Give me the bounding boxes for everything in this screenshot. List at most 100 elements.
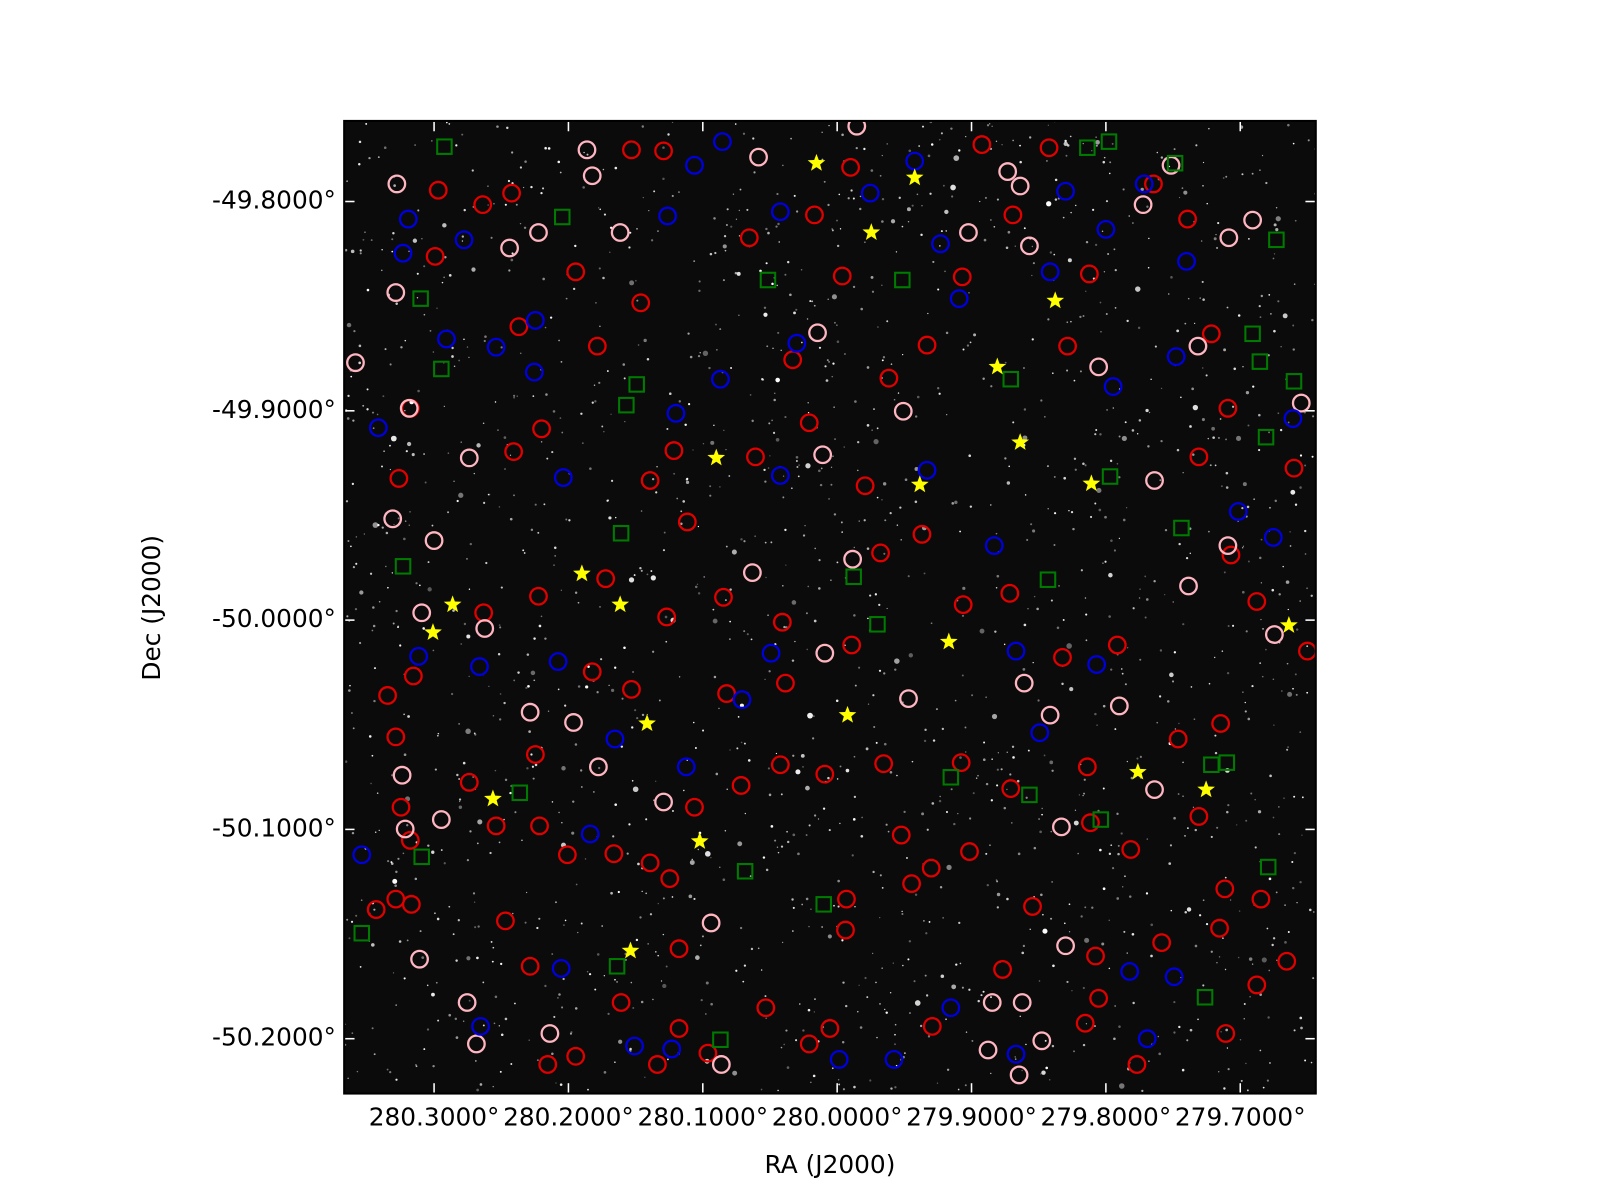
background-star bbox=[1068, 903, 1071, 906]
background-star bbox=[1112, 407, 1114, 409]
source-circle bbox=[566, 1046, 586, 1066]
background-star bbox=[500, 586, 503, 589]
background-star bbox=[366, 388, 369, 391]
background-star bbox=[1158, 695, 1162, 698]
background-star bbox=[1299, 454, 1303, 457]
background-star bbox=[1150, 954, 1153, 958]
background-star bbox=[387, 586, 389, 589]
background-star bbox=[1245, 391, 1250, 395]
background-star bbox=[1279, 428, 1283, 432]
background-star bbox=[844, 353, 846, 355]
background-star bbox=[431, 992, 435, 997]
background-star bbox=[853, 755, 856, 758]
background-star bbox=[996, 892, 1001, 897]
source-circle bbox=[993, 960, 1012, 979]
background-star bbox=[586, 970, 589, 973]
background-star bbox=[1066, 369, 1069, 372]
background-star bbox=[923, 739, 927, 743]
background-star bbox=[1176, 329, 1180, 333]
background-star bbox=[1031, 338, 1034, 341]
background-star bbox=[538, 917, 541, 920]
background-star bbox=[843, 446, 846, 448]
background-star bbox=[395, 609, 398, 613]
background-star bbox=[945, 230, 948, 232]
background-star bbox=[381, 269, 383, 272]
background-star bbox=[417, 389, 420, 393]
background-star bbox=[886, 607, 888, 610]
source-circle bbox=[524, 362, 544, 382]
background-star bbox=[430, 140, 433, 142]
background-star bbox=[1173, 1000, 1176, 1004]
background-star bbox=[791, 659, 795, 662]
background-star bbox=[516, 395, 518, 397]
background-star bbox=[1287, 123, 1290, 127]
background-star bbox=[1312, 911, 1315, 913]
background-star bbox=[1251, 172, 1254, 175]
background-star bbox=[1036, 607, 1039, 611]
background-star bbox=[906, 207, 911, 212]
background-star bbox=[461, 133, 464, 136]
background-star bbox=[780, 1046, 783, 1049]
background-star bbox=[699, 352, 701, 354]
background-star bbox=[786, 1066, 790, 1069]
background-star bbox=[346, 918, 349, 921]
background-star bbox=[796, 465, 799, 468]
source-circle bbox=[746, 447, 765, 467]
background-star bbox=[872, 870, 875, 874]
background-star bbox=[1269, 774, 1272, 778]
background-star bbox=[599, 208, 601, 211]
background-star bbox=[1159, 479, 1162, 482]
background-star bbox=[1110, 539, 1113, 542]
background-star bbox=[1073, 457, 1077, 460]
background-star bbox=[737, 841, 743, 847]
background-star bbox=[879, 916, 881, 919]
background-star bbox=[499, 626, 502, 629]
background-star bbox=[1273, 329, 1276, 333]
background-star bbox=[989, 844, 991, 846]
background-star bbox=[766, 345, 769, 348]
background-star bbox=[958, 149, 961, 152]
background-star bbox=[1025, 1043, 1027, 1046]
source-circle bbox=[520, 702, 540, 722]
background-star bbox=[629, 231, 632, 234]
background-star bbox=[1132, 1001, 1135, 1005]
background-star bbox=[831, 294, 837, 300]
background-star bbox=[1245, 630, 1248, 633]
background-star bbox=[1193, 322, 1196, 325]
background-star bbox=[765, 576, 767, 579]
background-star bbox=[1273, 223, 1277, 227]
source-circle bbox=[346, 353, 365, 373]
background-star bbox=[765, 868, 769, 872]
background-star bbox=[906, 857, 908, 859]
background-star bbox=[543, 503, 546, 506]
background-star bbox=[820, 467, 823, 470]
source-circle bbox=[921, 858, 941, 878]
background-star bbox=[1041, 813, 1043, 816]
background-star bbox=[490, 236, 493, 239]
background-star bbox=[662, 983, 667, 989]
background-star bbox=[871, 290, 875, 293]
background-star bbox=[671, 194, 674, 198]
background-star bbox=[1085, 639, 1088, 642]
background-star bbox=[557, 997, 559, 999]
background-star bbox=[1118, 435, 1121, 438]
background-star bbox=[513, 396, 516, 399]
background-star bbox=[783, 1043, 785, 1046]
background-star bbox=[990, 219, 992, 221]
background-star bbox=[836, 244, 840, 248]
background-star bbox=[599, 325, 601, 328]
background-star bbox=[782, 496, 785, 499]
background-star bbox=[389, 444, 391, 447]
background-star bbox=[966, 344, 970, 347]
background-star bbox=[1103, 156, 1106, 159]
background-star bbox=[591, 401, 594, 404]
background-star bbox=[885, 823, 888, 826]
background-star bbox=[806, 648, 809, 651]
background-star bbox=[990, 504, 992, 506]
background-star bbox=[561, 1006, 564, 1009]
source-circle bbox=[1263, 528, 1283, 547]
background-star bbox=[559, 417, 562, 419]
background-star bbox=[1293, 1029, 1296, 1032]
source-circle bbox=[685, 797, 704, 817]
background-star bbox=[819, 483, 823, 487]
